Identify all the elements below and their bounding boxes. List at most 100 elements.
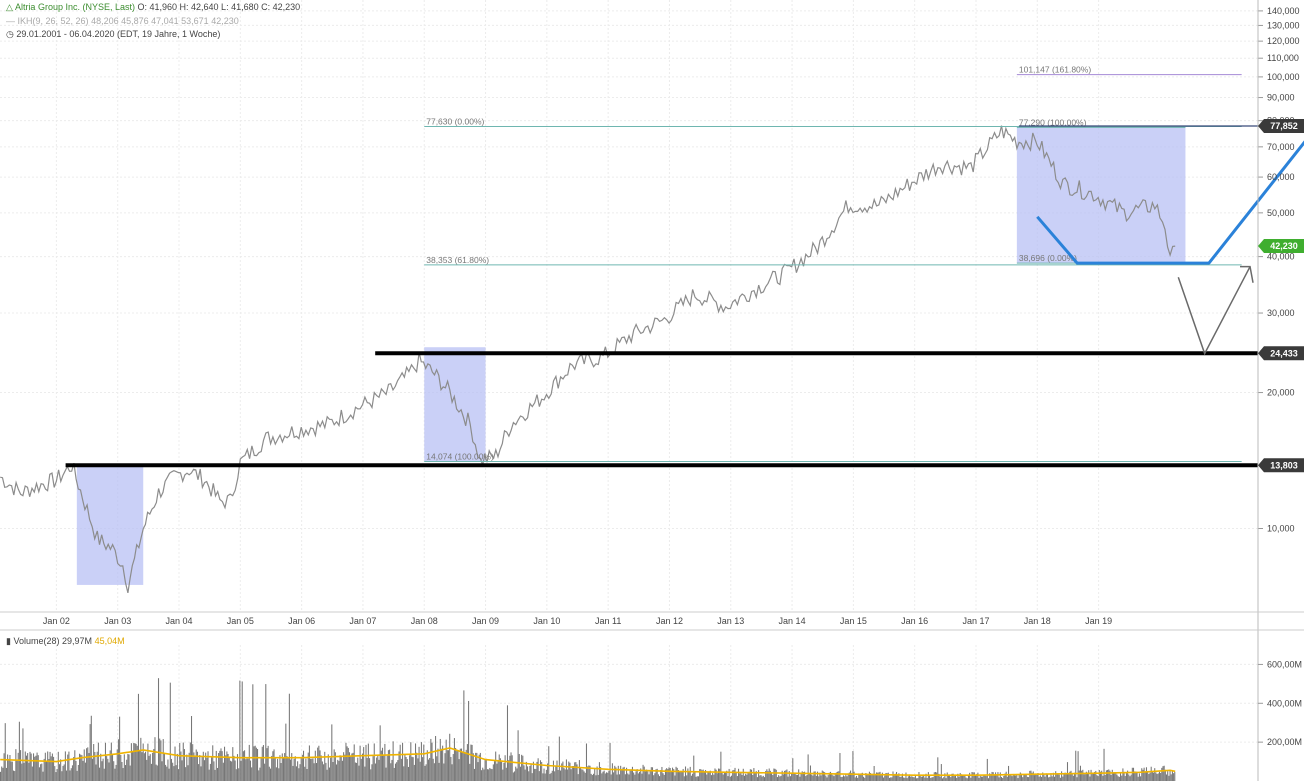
volume-bar xyxy=(633,772,635,781)
volume-bar xyxy=(977,772,979,781)
volume-bar xyxy=(1103,748,1105,781)
volume-bar xyxy=(142,743,144,781)
volume-bar xyxy=(624,774,626,781)
volume-bar xyxy=(881,772,883,781)
volume-bar xyxy=(631,766,633,781)
volume-bar xyxy=(920,776,922,781)
volume-bar xyxy=(708,772,710,781)
volume-bar xyxy=(514,771,516,781)
volume-bar xyxy=(1173,773,1175,781)
volume-bar xyxy=(845,773,847,781)
clock-icon: ◷ xyxy=(6,29,14,39)
volume-bar xyxy=(57,751,59,781)
volume-bar xyxy=(50,756,52,781)
volume-bar xyxy=(25,755,27,781)
volume-bar xyxy=(66,770,68,781)
volume-bar xyxy=(663,774,665,781)
volume-bar xyxy=(560,770,562,781)
volume-bar xyxy=(824,772,826,781)
volume-bar xyxy=(493,761,496,781)
volume-bar xyxy=(15,749,17,781)
volume-bar xyxy=(1120,772,1122,781)
volume-bar xyxy=(305,758,307,781)
x-tick-label: Jan 09 xyxy=(472,616,499,626)
volume-bar xyxy=(1071,773,1073,781)
volume-bar xyxy=(35,755,37,781)
volume-bar xyxy=(325,762,327,781)
volume-bar xyxy=(736,776,738,781)
volume-bar xyxy=(478,754,480,781)
volume-bar xyxy=(327,754,329,781)
volume-bar xyxy=(187,765,189,781)
volume-bar xyxy=(1143,767,1145,781)
volume-bar xyxy=(509,755,511,781)
volume-bar xyxy=(596,766,598,781)
volume-bar xyxy=(1070,770,1072,781)
volume-bar xyxy=(524,769,526,781)
volume-bar xyxy=(1006,776,1008,781)
volume-bar xyxy=(58,764,61,781)
volume-bar xyxy=(892,771,894,781)
volume-bar xyxy=(190,716,193,781)
volume-bar xyxy=(623,766,625,781)
volume-bar xyxy=(1019,772,1021,781)
volume-bar xyxy=(670,770,672,781)
volume-bar xyxy=(813,771,815,781)
volume-bar xyxy=(1038,776,1040,781)
volume-bar xyxy=(1042,772,1044,781)
volume-bar xyxy=(548,746,550,781)
volume-bar xyxy=(213,761,215,781)
volume-bar xyxy=(555,765,557,781)
volume-bar xyxy=(683,776,685,781)
volume-bar xyxy=(55,772,57,781)
volume-bar xyxy=(1112,773,1115,781)
volume-bar xyxy=(967,775,969,781)
volume-bar xyxy=(503,762,505,781)
volume-bar xyxy=(558,736,560,781)
volume-bar xyxy=(561,763,563,781)
volume-bar xyxy=(993,774,995,781)
volume-bar xyxy=(311,758,313,781)
volume-bar xyxy=(1020,773,1023,781)
volume-bar xyxy=(1115,773,1117,781)
volume-bar xyxy=(1101,770,1103,781)
volume-bar xyxy=(972,772,974,781)
volume-bar xyxy=(170,758,173,781)
volume-bar xyxy=(734,767,736,781)
volume-bar xyxy=(456,751,458,781)
volume-bar xyxy=(674,775,676,781)
volume-bar xyxy=(594,768,596,781)
volume-bar xyxy=(727,776,729,781)
volume-bar xyxy=(249,760,252,781)
volume-bar xyxy=(630,769,632,781)
volume-bar xyxy=(186,754,188,781)
volume-bar xyxy=(370,769,372,781)
volume-bar xyxy=(22,728,24,781)
volume-bar xyxy=(1092,772,1094,781)
volume-bar xyxy=(61,771,63,781)
volume-bar xyxy=(173,766,175,781)
volume-bar xyxy=(615,767,617,781)
volume-bar xyxy=(371,764,373,781)
volume-bar xyxy=(700,769,702,781)
volume-bar xyxy=(1105,770,1107,781)
volume-bar xyxy=(794,773,796,781)
volume-bar xyxy=(278,768,280,781)
volume-bar xyxy=(729,776,731,781)
volume-bar xyxy=(953,776,955,781)
volume-bar xyxy=(120,754,122,781)
volume-bar xyxy=(987,778,990,781)
volume-bar xyxy=(626,767,628,781)
volume-bar xyxy=(585,743,588,781)
volume-bar xyxy=(1048,777,1050,781)
volume-bar xyxy=(135,743,137,781)
volume-bar xyxy=(578,760,580,781)
volume-bar xyxy=(0,771,2,781)
volume-avg-value: 45,04M xyxy=(94,636,125,646)
volume-bar xyxy=(1163,765,1165,781)
highlight-zones xyxy=(76,127,1186,585)
volume-bar xyxy=(765,770,767,781)
volume-bar xyxy=(878,772,880,781)
volume-bar xyxy=(791,772,793,781)
